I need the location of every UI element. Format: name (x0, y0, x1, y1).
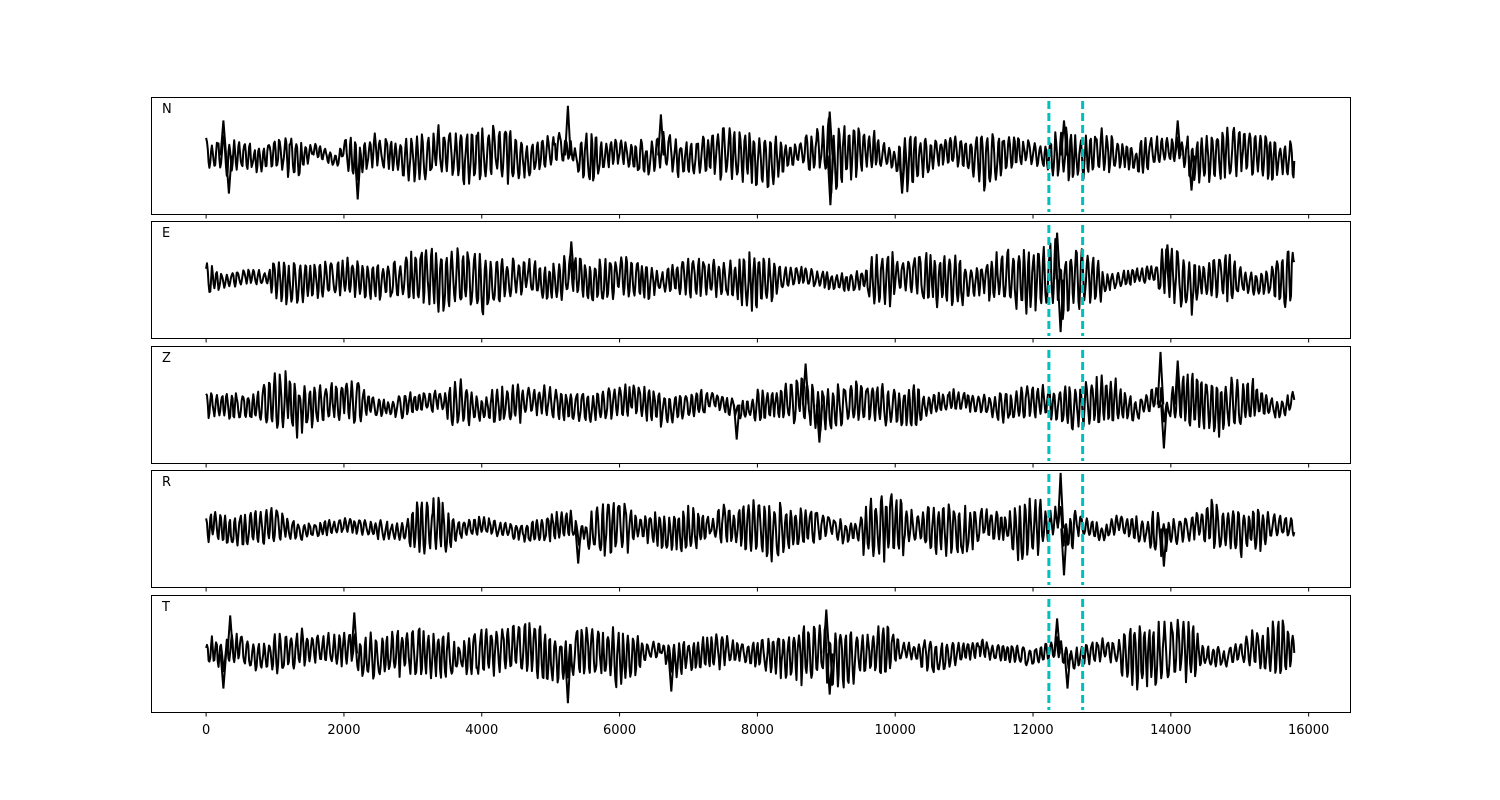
x-tick-label: 16000 (1288, 723, 1329, 738)
panel-label: E (162, 226, 170, 241)
waveform-line (205, 618, 1296, 691)
panel-frame (151, 97, 1351, 215)
waveform-line (205, 493, 1296, 563)
panel-n: N (151, 97, 1351, 219)
panels: N E Z R T (151, 97, 1351, 717)
panel-frame (151, 470, 1351, 588)
panel-t: T (151, 595, 1351, 717)
waveform-spike (1156, 351, 1165, 405)
x-tick-label: 8000 (741, 723, 774, 738)
panel-e: E (151, 221, 1351, 343)
panel-label: Z (162, 351, 171, 366)
x-axis: 0 2000 4000 6000 8000 10000 12000 14000 16000 (202, 723, 1329, 738)
panel-r: R (151, 470, 1351, 592)
panel-frame (151, 595, 1351, 713)
panel-z: Z (151, 346, 1351, 468)
waveform-spike (1056, 472, 1065, 529)
panel-label: R (162, 475, 171, 490)
waveform-spike (1160, 404, 1168, 449)
waveform-line (205, 370, 1296, 439)
panel-frame (151, 346, 1351, 464)
x-tick-label: 12000 (1012, 723, 1053, 738)
x-tick-label: 4000 (465, 723, 498, 738)
x-tick-label: 10000 (875, 723, 916, 738)
panel-frame (151, 221, 1351, 339)
waveform-line (205, 238, 1296, 320)
panel-label: N (162, 102, 172, 117)
x-tick-label: 6000 (603, 723, 636, 738)
waveform-line (205, 117, 1296, 194)
x-tick-label: 14000 (1150, 723, 1191, 738)
waveform-spike (564, 105, 572, 156)
x-tick-label: 2000 (327, 723, 360, 738)
x-tick-label: 0 (202, 723, 210, 738)
waveform-spike (564, 653, 572, 704)
waveform-spike (1060, 528, 1068, 576)
panel-label: T (161, 600, 170, 615)
